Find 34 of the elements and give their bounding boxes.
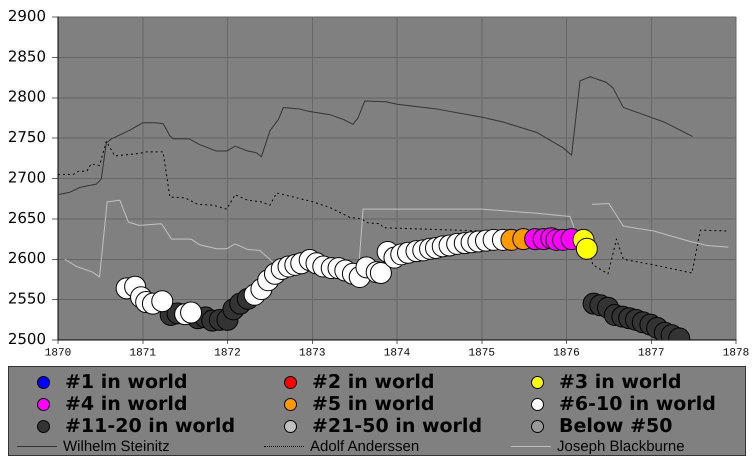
x-tick-label: 1877: [638, 348, 664, 360]
legend-label: Adolf Anderssen: [310, 438, 420, 454]
legend-label: Wilhelm Steinitz: [63, 438, 170, 454]
legend-label: Below #50: [559, 415, 672, 437]
point: [370, 262, 392, 284]
y-tick-label: 2600: [8, 249, 46, 268]
legend-label: #5 in world: [312, 393, 434, 415]
point: [576, 238, 598, 260]
x-tick-label: 1875: [468, 348, 495, 360]
x-tick-label: 1873: [299, 348, 326, 360]
y-tick-label: 2750: [8, 128, 46, 146]
y-tick-label: 2900: [8, 6, 46, 25]
y-tick-label: 2650: [8, 208, 46, 227]
legend-label: #1 in world: [65, 371, 188, 393]
point: [180, 302, 202, 324]
x-tick-label: 1878: [722, 348, 750, 360]
legend-label: #4 in world: [65, 393, 188, 415]
x-tick-label: 1871: [130, 348, 156, 360]
x-tick-label: 1872: [214, 348, 241, 360]
x-tick-label: 1876: [553, 348, 580, 360]
y-tick-label: 2500: [8, 330, 46, 348]
x-tick-label: 1874: [384, 348, 411, 360]
y-tick-label: 2700: [8, 168, 46, 186]
legend-label: #21-50 in world: [312, 415, 482, 437]
y-tick-label: 2850: [8, 47, 46, 66]
point: [151, 290, 174, 312]
legend-label: #6-10 in world: [559, 393, 716, 415]
y-tick-label: 2550: [8, 290, 46, 308]
y-tick-label: 2800: [8, 88, 46, 106]
x-tick-label: 1870: [44, 348, 72, 360]
legend-label: #2 in world: [312, 371, 434, 393]
legend-label: #3 in world: [559, 371, 682, 393]
legend-label: Joseph Blackburne: [557, 438, 685, 454]
legend-label: #11-20 in world: [65, 415, 236, 437]
